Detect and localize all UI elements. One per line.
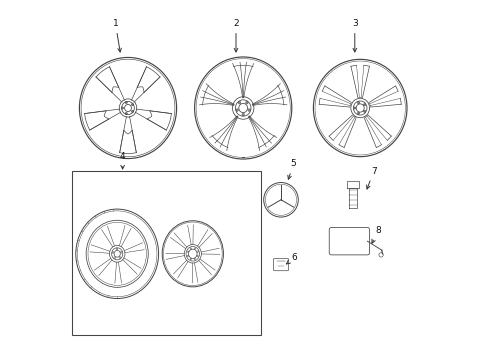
Text: 4: 4 [120, 152, 125, 169]
Text: 8: 8 [372, 226, 381, 243]
Text: 1: 1 [113, 19, 122, 52]
Text: 3: 3 [352, 19, 358, 52]
Text: 2: 2 [233, 19, 239, 52]
Text: 5: 5 [288, 159, 296, 179]
Text: 6: 6 [287, 253, 297, 264]
Bar [72, 171, 261, 335]
Text: 7: 7 [367, 166, 377, 189]
